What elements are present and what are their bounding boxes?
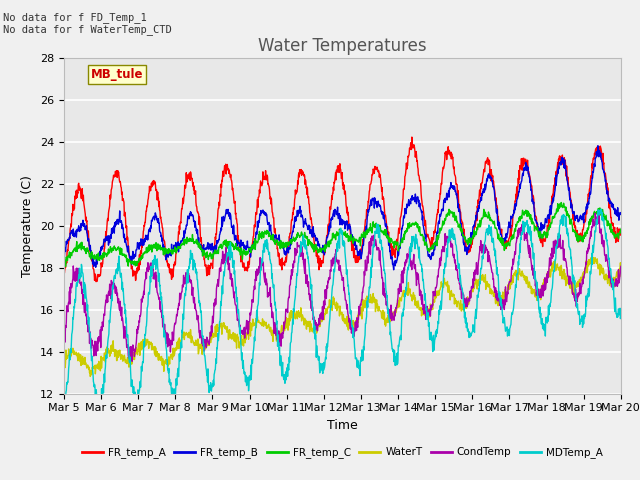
CondTemp [60,330,68,336]
FR_temp_B [502,231,509,237]
WaterT [171,351,179,357]
FR_temp_B [594,143,602,149]
FR_temp_C [551,211,559,217]
FR_temp_B [246,244,254,250]
FR_temp_B [170,243,178,249]
CondTemp [502,295,509,301]
FR_temp_A [502,246,510,252]
MDTemp_A [246,373,254,379]
FR_temp_A [617,229,625,235]
MDTemp_A [184,269,192,275]
FR_temp_C [61,264,69,269]
WaterT [86,373,94,379]
WaterT [502,288,509,294]
MDTemp_A [551,257,559,263]
MDTemp_A [171,394,179,399]
FR_temp_A [184,172,192,178]
WaterT [551,258,559,264]
CondTemp [246,312,254,318]
WaterT [590,255,598,261]
FR_temp_A [429,237,437,242]
FR_temp_C [617,226,625,232]
Line: FR_temp_B: FR_temp_B [64,146,621,270]
MDTemp_A [502,327,509,333]
CondTemp [594,210,602,216]
Title: Water Temperatures: Water Temperatures [258,36,427,55]
Y-axis label: Temperature (C): Temperature (C) [22,175,35,276]
CondTemp [551,238,559,243]
Line: FR_temp_C: FR_temp_C [64,203,621,266]
FR_temp_A [552,180,559,186]
WaterT [60,360,68,366]
FR_temp_A [171,259,179,265]
FR_temp_B [390,267,397,273]
FR_temp_C [429,243,437,249]
FR_temp_A [246,253,254,259]
WaterT [429,300,437,305]
FR_temp_C [171,247,179,253]
FR_temp_B [551,188,559,193]
CondTemp [184,275,192,280]
Line: CondTemp: CondTemp [64,213,621,361]
FR_temp_A [60,265,68,271]
MDTemp_A [429,334,437,339]
FR_temp_C [557,200,565,205]
MDTemp_A [617,313,625,319]
FR_temp_C [246,245,254,251]
FR_temp_B [429,250,437,256]
FR_temp_C [60,255,68,261]
MDTemp_A [60,403,68,408]
CondTemp [171,321,179,327]
FR_temp_B [617,211,625,217]
Line: FR_temp_A: FR_temp_A [64,137,621,282]
WaterT [617,264,625,270]
FR_temp_B [184,213,191,219]
Text: No data for f FD_Temp_1: No data for f FD_Temp_1 [3,12,147,23]
WaterT [246,333,254,339]
CondTemp [617,264,625,269]
CondTemp [429,288,437,294]
Text: No data for f WaterTemp_CTD: No data for f WaterTemp_CTD [3,24,172,35]
CondTemp [128,359,136,364]
FR_temp_C [184,238,192,243]
FR_temp_A [408,134,416,140]
FR_temp_B [60,258,68,264]
FR_temp_C [502,240,509,246]
Legend: FR_temp_A, FR_temp_B, FR_temp_C, WaterT, CondTemp, MDTemp_A: FR_temp_A, FR_temp_B, FR_temp_C, WaterT,… [78,443,607,462]
Text: MB_tule: MB_tule [91,68,143,81]
Line: MDTemp_A: MDTemp_A [64,209,621,410]
MDTemp_A [97,407,104,413]
MDTemp_A [597,206,605,212]
WaterT [184,335,192,340]
X-axis label: Time: Time [327,419,358,432]
FR_temp_A [92,279,100,285]
Line: WaterT: WaterT [64,258,621,376]
